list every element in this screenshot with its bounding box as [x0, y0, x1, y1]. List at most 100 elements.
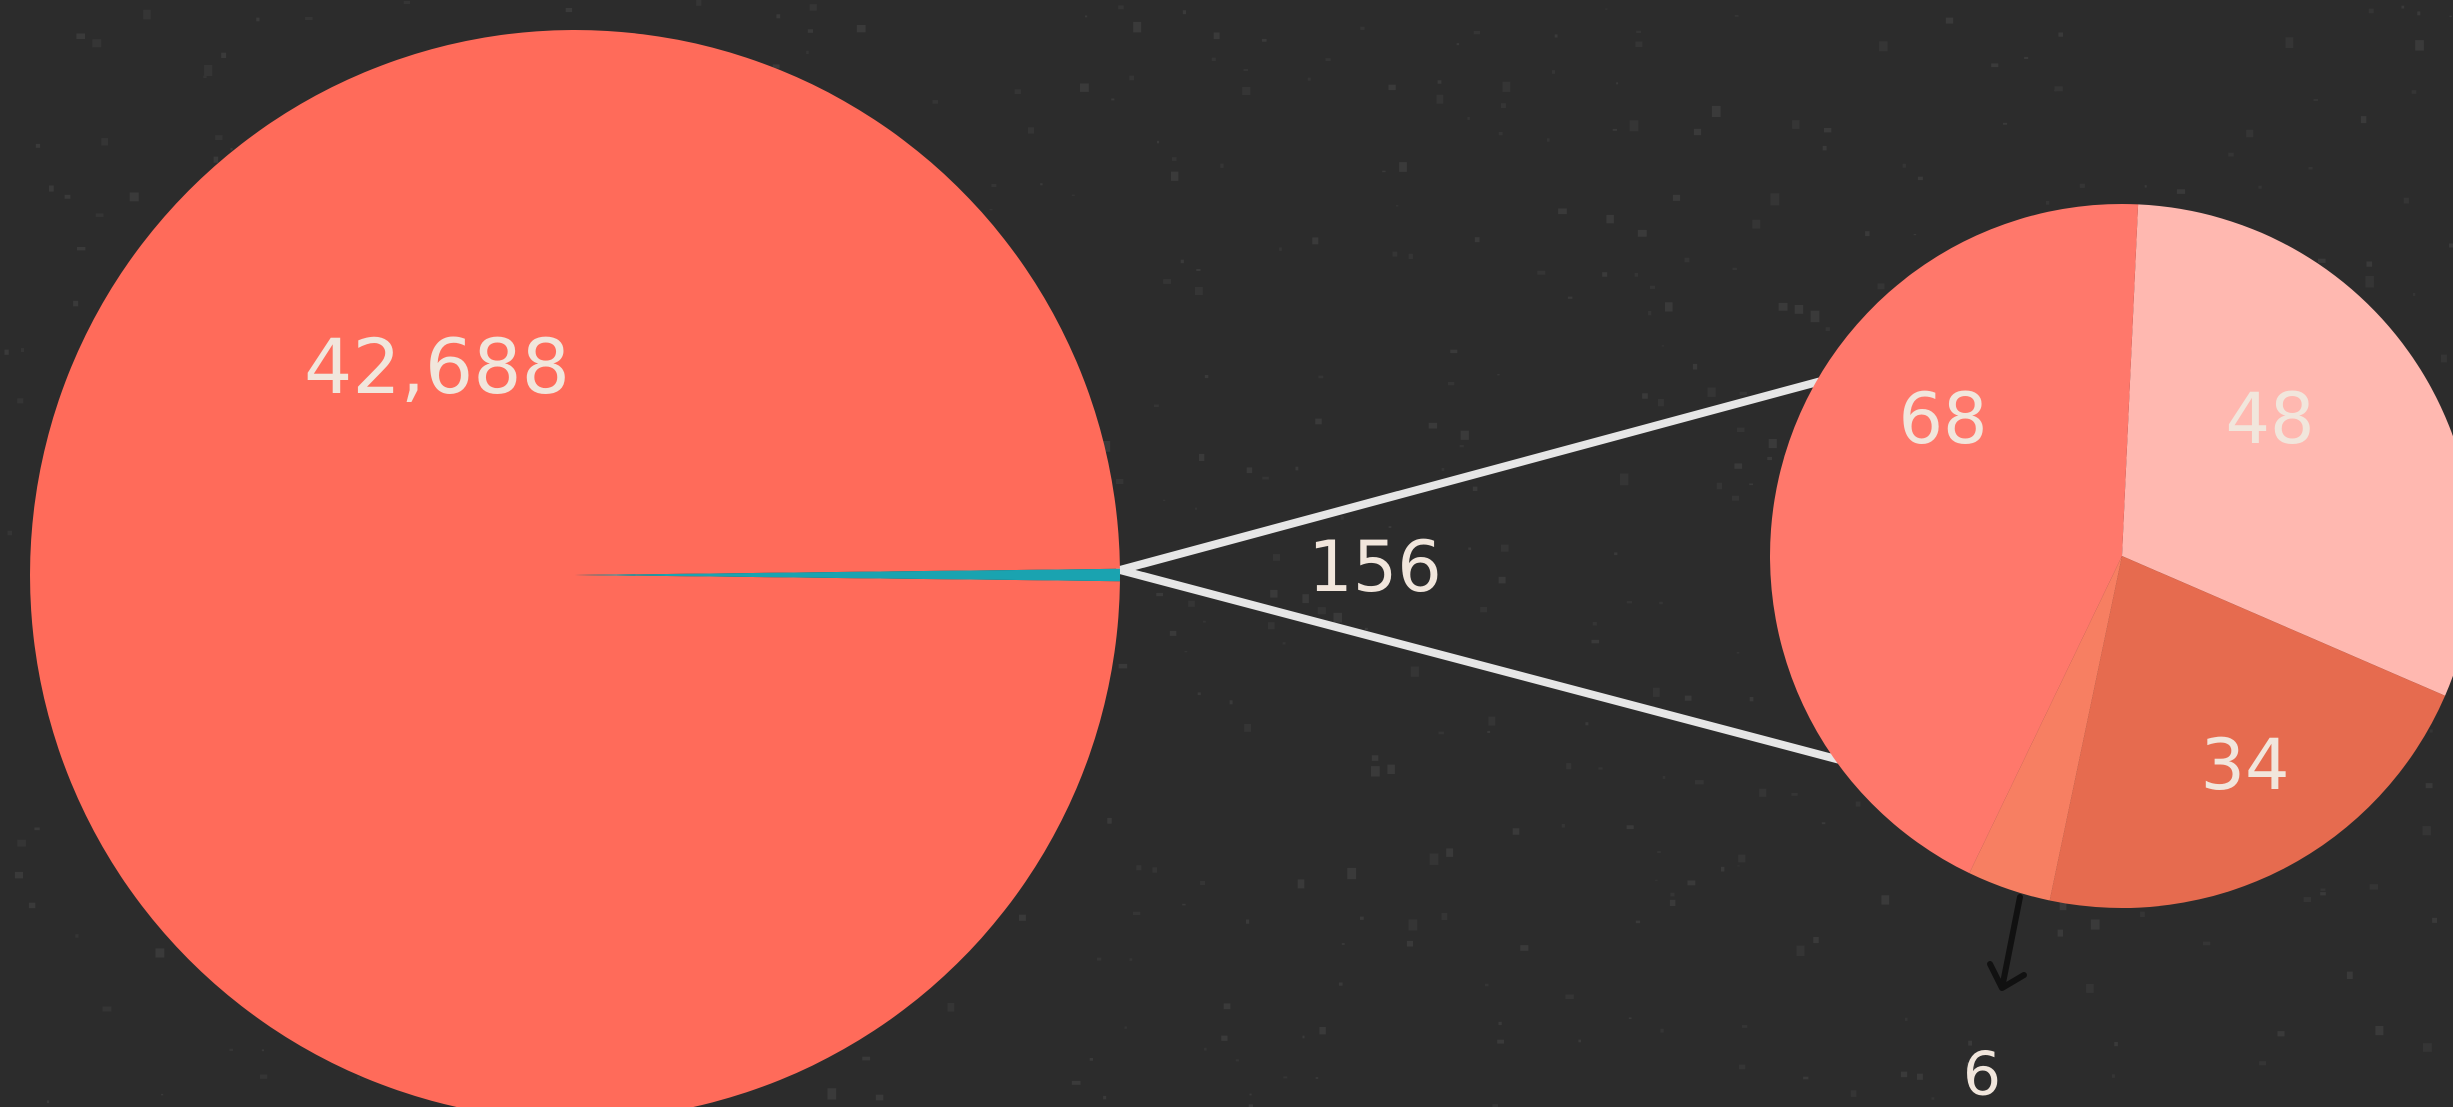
texture-speck — [95, 213, 104, 217]
texture-speck — [1338, 982, 1343, 986]
texture-speck — [1739, 1064, 1746, 1070]
texture-speck — [2057, 929, 2063, 937]
texture-speck — [1692, 363, 1698, 370]
texture-speck — [1637, 229, 1647, 237]
texture-speck — [1118, 5, 1124, 10]
texture-speck — [1602, 272, 1608, 277]
main-slice-small — [575, 568, 1120, 582]
texture-speck — [1738, 854, 1746, 863]
texture-speck — [1371, 755, 1379, 761]
texture-speck — [1392, 251, 1398, 257]
texture-speck — [1661, 345, 1664, 347]
texture-speck — [1767, 456, 1772, 461]
texture-speck — [2411, 90, 2417, 94]
texture-speck — [2368, 8, 2374, 14]
texture-speck — [143, 9, 151, 20]
texture-speck — [1968, 1040, 1972, 1046]
texture-speck — [403, 1, 411, 5]
texture-speck — [1480, 606, 1488, 613]
texture-speck — [1659, 601, 1663, 605]
texture-speck — [1657, 851, 1661, 853]
texture-speck — [1498, 576, 1506, 584]
texture-speck — [1182, 903, 1186, 906]
texture-speck — [1825, 327, 1830, 332]
texture-speck — [1485, 983, 1489, 987]
texture-speck — [1261, 38, 1267, 42]
texture-speck — [203, 75, 207, 78]
texture-speck — [1180, 259, 1184, 264]
texture-speck — [1325, 58, 1331, 62]
texture-speck — [1246, 467, 1253, 474]
texture-speck — [1821, 822, 1826, 825]
texture-speck — [1537, 270, 1546, 275]
texture-speck — [2401, 5, 2405, 9]
texture-speck — [2228, 152, 2234, 157]
texture-speck — [1966, 1062, 1975, 1070]
detail-pie — [1770, 204, 2453, 908]
texture-speck — [1585, 722, 1589, 726]
texture-speck — [1497, 1039, 1504, 1044]
detail-slice-68 — [1770, 204, 2139, 874]
texture-speck — [155, 948, 165, 958]
texture-speck — [1204, 1047, 1207, 1051]
texture-speck — [2346, 971, 2353, 979]
texture-speck — [1877, 283, 1885, 290]
texture-speck — [2432, 917, 2437, 923]
texture-speck — [2429, 729, 2433, 733]
detail-slice-label-34: 34 — [2200, 724, 2289, 806]
texture-speck — [1904, 1017, 1908, 1021]
texture-speck — [2258, 185, 2262, 189]
texture-speck — [1040, 183, 1043, 186]
texture-speck — [875, 1094, 884, 1101]
texture-speck — [1606, 214, 1614, 224]
texture-speck — [1665, 302, 1673, 312]
texture-speck — [1249, 1093, 1252, 1096]
texture-speck — [2144, 185, 2147, 188]
texture-speck — [1172, 157, 1177, 161]
texture-speck — [101, 138, 109, 146]
texture-speck — [1803, 1076, 1809, 1080]
main-slice-large — [29, 30, 1120, 1107]
texture-speck — [1156, 592, 1163, 597]
texture-speck — [305, 16, 313, 21]
texture-speck — [1441, 468, 1445, 471]
texture-speck — [1152, 867, 1158, 873]
texture-speck — [1333, 612, 1342, 623]
texture-speck — [1502, 81, 1511, 92]
texture-speck — [2320, 892, 2326, 896]
texture-speck — [2440, 354, 2447, 363]
texture-speck — [1371, 766, 1380, 777]
texture-speck — [1103, 1095, 1107, 1100]
texture-speck — [2285, 37, 2294, 49]
texture-speck — [2277, 1031, 2285, 1037]
texture-speck — [1229, 700, 1233, 705]
texture-speck — [1778, 302, 1788, 311]
texture-speck — [1319, 1027, 1326, 1035]
texture-speck — [1578, 1039, 1581, 1043]
texture-speck — [1652, 687, 1660, 697]
texture-speck — [1347, 867, 1357, 880]
texture-speck — [1991, 63, 1999, 68]
texture-speck — [1071, 194, 1075, 196]
texture-speck — [1591, 639, 1600, 644]
texture-speck — [1446, 848, 1454, 857]
texture-speck — [1498, 1021, 1502, 1026]
detail-slice-label-68: 68 — [1898, 378, 1987, 460]
texture-speck — [856, 25, 866, 33]
connector-line-bottom — [1116, 566, 1844, 764]
texture-speck — [1855, 801, 1861, 807]
texture-speck — [64, 194, 71, 199]
callout-arrow-icon — [1987, 894, 2027, 991]
texture-speck — [1243, 69, 1249, 71]
texture-speck — [1635, 920, 1641, 924]
texture-speck — [1520, 945, 1529, 951]
texture-speck — [1931, 1097, 1935, 1100]
texture-speck — [1711, 105, 1721, 117]
texture-speck — [1945, 17, 1954, 24]
texture-speck — [1028, 127, 1035, 134]
texture-speck — [17, 839, 26, 847]
texture-speck — [1917, 1073, 1923, 1080]
texture-speck — [2449, 243, 2453, 248]
texture-speck — [1200, 880, 1205, 886]
